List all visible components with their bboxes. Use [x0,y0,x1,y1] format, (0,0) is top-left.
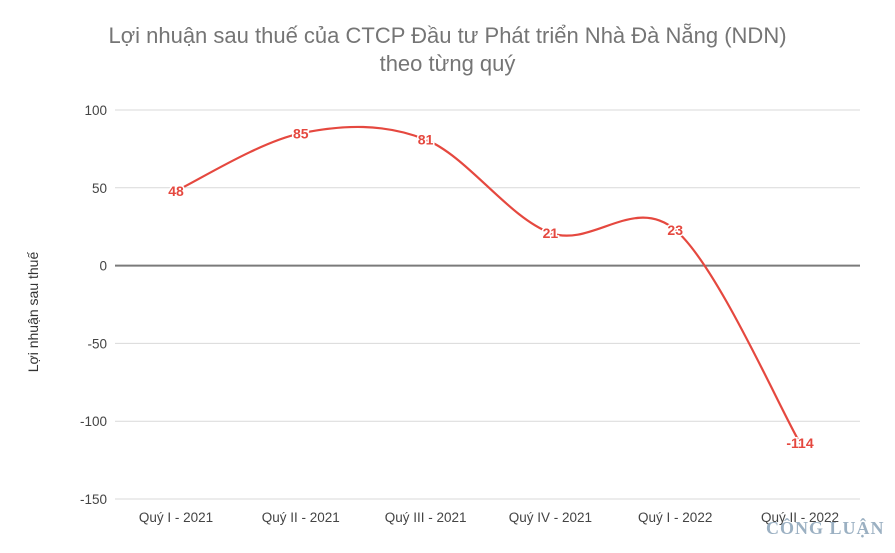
data-label: 23 [667,222,683,238]
axes: 100 50 0 -50 -100 -150 Quý I - 2021 Quý II - 20… [80,103,839,525]
chart-title-line-1: Lợi nhuận sau thuế của CTCP Đầu tư Phát … [108,23,787,48]
data-point [299,131,303,135]
x-tick-label: Quý I - 2021 [139,510,213,525]
x-tick-label: Quý I - 2022 [638,510,712,525]
data-label: 85 [293,125,309,141]
y-tick-label: -100 [80,414,107,429]
chart-title-line-2: theo từng quý [379,51,516,76]
data-point [424,138,428,142]
x-tick-label: Quý III - 2021 [385,510,467,525]
data-point [174,189,178,193]
series-line [175,125,801,444]
y-tick-label: 50 [92,181,107,196]
y-tick-label: -150 [80,492,107,507]
data-labels: 48 85 81 21 23 -114 [167,124,816,453]
data-point [673,228,677,232]
watermark-logo: CÔNG LUẬN [766,517,885,538]
gridlines [115,109,860,500]
data-label: 48 [168,183,184,199]
y-tick-label: 100 [84,103,107,118]
x-tick-label: Quý II - 2021 [262,510,340,525]
data-point [798,441,802,445]
chart-title: Lợi nhuận sau thuế của CTCP Đầu tư Phát … [0,22,895,78]
data-label: -114 [786,435,813,451]
x-tick-label: Quý II - 2022 [761,510,839,525]
data-label: 21 [543,225,559,241]
y-axis-label: Lợi nhuận sau thuế [25,252,41,373]
series [174,125,802,445]
y-tick-label: 0 [99,259,107,274]
data-point [548,231,552,235]
data-label: 81 [418,132,434,148]
y-tick-label: -50 [87,336,107,351]
x-tick-label: Quý IV - 2021 [509,510,592,525]
